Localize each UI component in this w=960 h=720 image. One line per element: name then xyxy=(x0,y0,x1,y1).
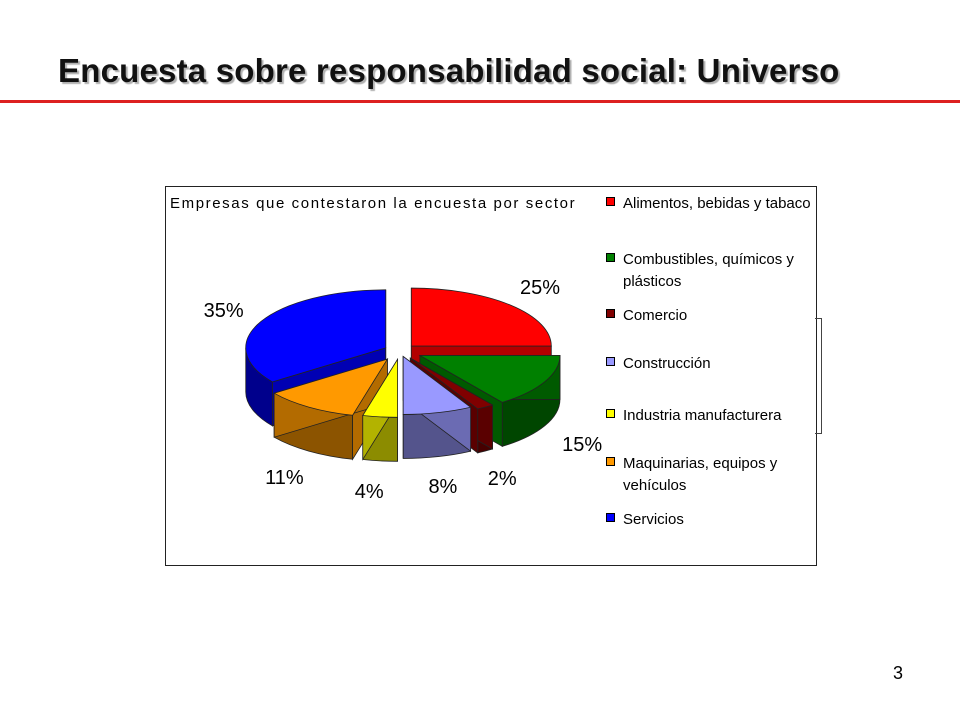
legend-swatch xyxy=(606,357,615,366)
title-rule xyxy=(0,100,960,103)
legend-swatch xyxy=(606,409,615,418)
page-number: 3 xyxy=(893,663,904,683)
pie-slice xyxy=(402,355,472,459)
pct-label: 4% xyxy=(354,480,384,503)
pie-slice-top xyxy=(410,287,552,347)
legend-swatch xyxy=(606,309,615,318)
pie-slice-top xyxy=(273,358,389,416)
pie-slice-top xyxy=(362,357,398,418)
legend-item: Combustibles, químicos y plásticos xyxy=(606,249,813,293)
pie-slice-top xyxy=(410,357,494,410)
legend-item: Industria manufacturera xyxy=(606,405,813,427)
side-bracket xyxy=(815,318,822,434)
legend-label: Maquinarias, equipos y vehículos xyxy=(623,455,778,494)
legend-item: Servicios xyxy=(606,509,813,531)
pct-label: 11% xyxy=(265,467,304,490)
pct-label: 8% xyxy=(428,475,458,498)
pie-slice-top xyxy=(245,289,387,383)
slide-title: Encuesta sobre responsabilidad social: U… xyxy=(58,52,840,89)
pct-label: 2% xyxy=(487,467,517,490)
pct-label: 25% xyxy=(520,277,561,300)
chart-title: Empresas que contestaron la encuesta por… xyxy=(170,195,577,212)
chart-box: Empresas que contestaron la encuesta por… xyxy=(165,186,817,566)
legend-item: Comercio xyxy=(606,305,813,327)
pie-chart xyxy=(245,287,561,462)
legend-label: Comercio xyxy=(623,307,688,324)
legend-label: Combustibles, químicos y plásticos xyxy=(623,251,794,290)
legend-swatch xyxy=(606,457,615,466)
legend-label: Construcción xyxy=(623,355,711,372)
pie-slice xyxy=(273,357,389,461)
pct-label: 35% xyxy=(203,299,244,322)
legend-label: Industria manufacturera xyxy=(623,407,782,424)
legend-swatch xyxy=(606,513,615,522)
legend-item: Maquinarias, equipos y vehículos xyxy=(606,453,813,497)
pie-slice-top xyxy=(402,355,472,415)
pie-slice-top xyxy=(418,355,561,403)
pie-slice xyxy=(362,357,398,462)
legend-swatch xyxy=(606,253,615,262)
legend-label: Servicios xyxy=(623,511,684,528)
legend-item: Alimentos, bebidas y tabaco xyxy=(606,193,813,215)
pct-label: 15% xyxy=(562,433,603,456)
legend-label: Alimentos, bebidas y tabaco xyxy=(623,195,811,212)
legend-swatch xyxy=(606,197,615,206)
legend-item: Construcción xyxy=(606,353,813,375)
